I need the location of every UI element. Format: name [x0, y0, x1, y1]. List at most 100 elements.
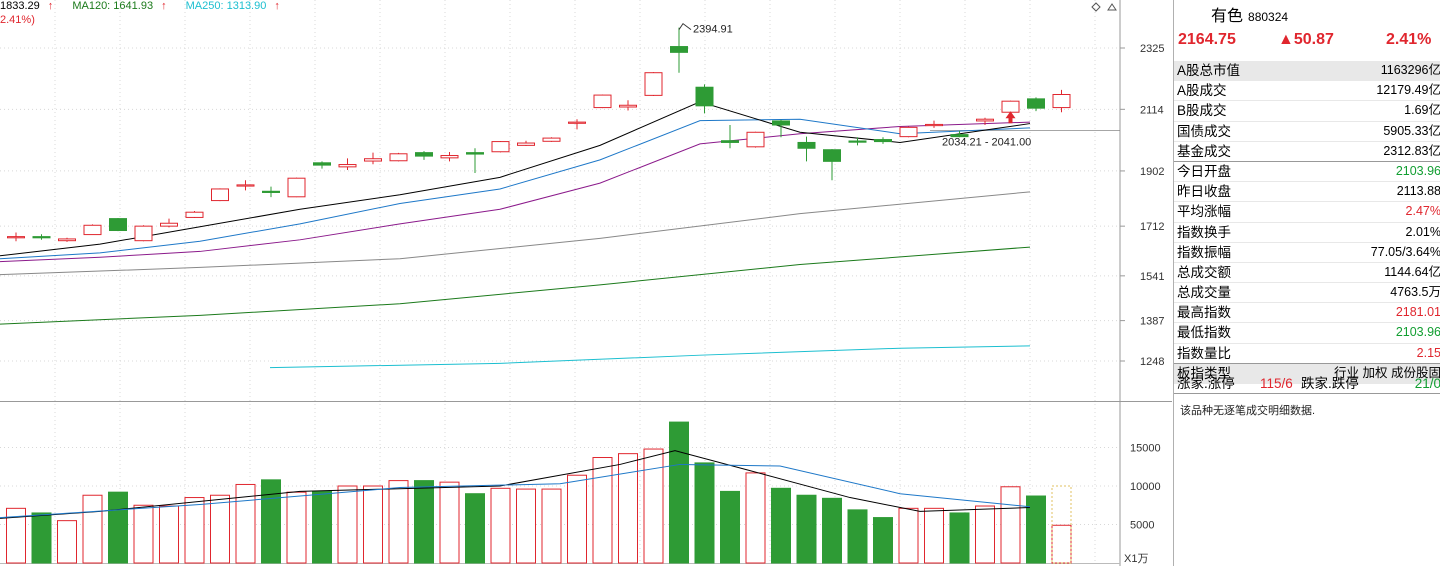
stats-row: 国债成交 5905.33亿 — [1174, 122, 1440, 142]
kline-chart-area[interactable]: 2325 2114 1902 1712 1541 1387 1248 15000 10000 50… — [0, 0, 1172, 566]
stats-row: A股总市值 1163296亿 — [1174, 61, 1440, 82]
stats-value: 2103.96 — [1395, 163, 1440, 178]
up-arrow-icon — [1005, 111, 1016, 124]
candle-body — [440, 155, 459, 159]
stats-label: 总成交量 — [1177, 285, 1231, 301]
candle-body — [925, 123, 943, 127]
stats-label: B股成交 — [1177, 103, 1227, 119]
ma5-line — [0, 101, 1031, 257]
stats-row: B股成交 1.69亿 — [1174, 101, 1440, 122]
stats-label: 基金成交 — [1177, 143, 1231, 159]
price-tick-label: 1248 — [1140, 356, 1164, 368]
candle-body — [823, 149, 841, 162]
candle-body — [83, 224, 102, 236]
volume-bar — [363, 485, 383, 564]
high-annotation: 2394.91 — [693, 24, 733, 36]
volume-bar — [286, 491, 307, 564]
candle-body — [644, 72, 663, 96]
volume-bar — [669, 421, 689, 564]
candle-body — [134, 225, 153, 242]
stats-value: 2.47% — [1405, 204, 1440, 219]
stats-value: 2.15 — [1416, 345, 1440, 360]
rise-value: 115/6 — [1260, 376, 1293, 391]
stats-label: A股总市值 — [1177, 63, 1241, 78]
volume-bar — [898, 507, 919, 564]
stats-row: 总成交量 4763.5万 — [1174, 283, 1440, 304]
stats-table: A股总市值 1163296亿 A股成交 12179.49亿 B股成交 1.69亿 国债成交 5… — [1174, 61, 1440, 384]
index-code: 880324 — [1248, 10, 1289, 24]
volume-bar — [108, 491, 128, 564]
stats-label: 今日开盘 — [1177, 163, 1231, 179]
volume-bar — [516, 488, 536, 564]
stats-value: 5905.33亿 — [1383, 123, 1440, 138]
candle-body — [1052, 93, 1071, 109]
volume-bar — [924, 507, 944, 564]
candle-body — [236, 184, 255, 187]
stats-row: 昨日收盘 2113.88 — [1174, 182, 1440, 203]
price-change: ▲50.87 — [1278, 31, 1334, 48]
volume-bar — [1000, 486, 1021, 564]
index-title: 有色 880324 — [1211, 2, 1288, 26]
candle-body — [670, 46, 688, 53]
ma120-value: MA120: 1641.93 ↑ — [72, 0, 167, 12]
stats-label: 最高指数 — [1177, 305, 1231, 321]
candle-body — [517, 142, 535, 146]
candle-body — [287, 177, 306, 198]
volume-tick-label: 5000 — [1130, 520, 1154, 532]
candle-body — [389, 153, 408, 162]
stats-value: 2181.01 — [1395, 305, 1440, 320]
candle-body — [568, 121, 586, 124]
notice-text: 该品种无逐笔成交明细数据. — [1180, 405, 1316, 417]
candle-body — [976, 118, 994, 122]
range-annotation: 2034.21 - 2041.00 — [942, 137, 1031, 149]
candle-body — [491, 141, 510, 153]
breadth-row: 涨家.涨停 115/6 跌家.跌停 21/0 — [1174, 374, 1440, 395]
stats-label: 国债成交 — [1177, 123, 1231, 139]
volume-bar — [235, 483, 256, 564]
volume-bar — [873, 517, 893, 564]
stats-row: 总成交额 1144.64亿 — [1174, 263, 1440, 284]
stats-value: 1163296亿 — [1380, 63, 1440, 77]
stats-value: 2312.83亿 — [1383, 143, 1440, 158]
candle-body — [746, 131, 765, 148]
kline-chart[interactable]: 2325 2114 1902 1712 1541 1387 1248 15000 10000 50… — [0, 0, 1172, 566]
candle-body — [695, 86, 714, 107]
candle-body — [593, 94, 612, 109]
stats-row: 指数量比 2.15 — [1174, 344, 1440, 364]
stats-row: 今日开盘 2103.96 — [1174, 162, 1440, 183]
change-pct-label: 2.41%) — [0, 14, 35, 26]
stats-label: 指数振幅 — [1177, 244, 1231, 260]
volume-tick-label: 15000 — [1130, 443, 1161, 455]
quote-panel: 有色 880324 2164.75 ▲50.87 2.41% A股总市值 11632… — [1173, 0, 1440, 566]
candle-body — [1027, 98, 1045, 109]
ma60-line — [0, 191, 1031, 276]
stats-label: 指数量比 — [1177, 345, 1231, 361]
volume-bar — [439, 481, 460, 564]
volume-bar — [1051, 524, 1072, 564]
stats-value: 2113.88 — [1396, 184, 1440, 199]
stats-label: 昨日收盘 — [1177, 184, 1231, 200]
ma20-line — [0, 121, 1031, 263]
stats-value: 2.01% — [1405, 224, 1440, 239]
candle-body — [262, 190, 280, 193]
high-marker — [678, 22, 692, 31]
stats-row: A股成交 12179.49亿 — [1174, 81, 1440, 102]
price-change-pct: 2.41% — [1386, 31, 1432, 48]
candle-body — [874, 139, 892, 143]
volume-bar — [31, 512, 52, 564]
volume-bar — [82, 494, 103, 564]
candle-body — [338, 164, 357, 168]
candle-body — [1001, 100, 1020, 113]
stats-label: 总成交额 — [1177, 264, 1231, 280]
candle-body — [7, 236, 25, 239]
stats-label: 平均涨幅 — [1177, 204, 1231, 220]
volume-bar — [490, 487, 511, 564]
volume-bar — [465, 493, 485, 564]
candle-body — [58, 238, 76, 242]
volume-bar — [796, 494, 817, 564]
volume-bar — [847, 509, 868, 564]
candle-body — [619, 104, 637, 108]
price-tick-label: 1387 — [1140, 316, 1164, 328]
volume-bar — [618, 453, 638, 564]
volume-bar — [159, 505, 179, 564]
